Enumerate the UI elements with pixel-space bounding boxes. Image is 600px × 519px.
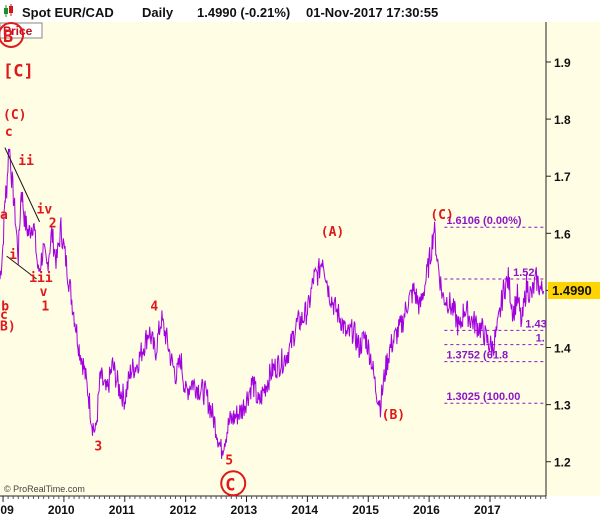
last-price-badge: 1.4990 <box>548 282 600 299</box>
wave-label: (C) <box>3 108 26 123</box>
plot-area <box>0 22 546 496</box>
x-tick-label: 2017 <box>474 503 501 517</box>
last-price-badge-text: 1.4990 <box>552 283 592 298</box>
chart-period: Daily <box>142 5 174 20</box>
instrument-name: Spot EUR/CAD <box>22 5 114 20</box>
wave-label: (C) <box>430 208 453 223</box>
x-axis-ticks: 2009 2010 2011 2012 2013 2014 2015 2016 2017 <box>0 496 547 517</box>
wave-label: c <box>5 125 13 140</box>
wave-label: B <box>3 27 13 47</box>
x-tick-label: 2009 <box>0 503 14 517</box>
x-tick-label: 2011 <box>109 503 135 517</box>
fib-level-label: 1.6106 (0.00%) <box>446 215 522 227</box>
wave-label: 2 <box>49 217 57 232</box>
wave-label: iii <box>29 271 53 286</box>
wave-label: ii <box>18 154 34 169</box>
wave-label: C <box>225 475 235 495</box>
wave-circle <box>220 470 247 497</box>
fibonacci-levels: 1.6106 (0.00%) 1.52 1.43 1. 1.3752 (61.8 1.30… <box>444 215 547 404</box>
y-tick-label: 1.9 <box>554 56 571 70</box>
fib-level-label: 1.3025 (100.00 <box>446 391 520 403</box>
chart-header: Spot EUR/CAD Daily 1.4990 (-0.21%) 01-No… <box>4 4 438 20</box>
wave-label: 1 <box>41 299 49 314</box>
wave-circle <box>0 21 25 48</box>
price-tab[interactable]: Price <box>0 22 43 39</box>
chart-datetime: 01-Nov-2017 17:30:55 <box>306 5 438 20</box>
last-price-change: 1.4990 (-0.21%) <box>197 5 290 20</box>
wave-label: a <box>0 208 8 223</box>
fib-level-label: 1.3752 (61.8 <box>446 350 508 362</box>
y-tick-label: 1.3 <box>554 399 571 413</box>
wave-label: v <box>40 285 48 300</box>
wave-label: c <box>0 308 8 323</box>
x-tick-label: 2015 <box>352 503 379 517</box>
wave-label: (A) <box>321 225 344 240</box>
last-price-badge-bg <box>548 282 600 299</box>
price-series <box>0 148 545 460</box>
y-tick-label: 1.4 <box>554 342 571 356</box>
x-tick-label: 2016 <box>413 503 440 517</box>
wave-label: B) <box>0 319 16 334</box>
x-tick-label: 2014 <box>291 503 318 517</box>
fib-level-label: 1.52 <box>513 267 534 279</box>
y-tick-label: 1.7 <box>554 170 571 184</box>
trendline <box>4 147 41 223</box>
wave-label: i <box>9 248 17 263</box>
price-line <box>0 148 545 460</box>
y-tick-label: 1.8 <box>554 113 571 127</box>
wave-label: (B) <box>382 408 405 423</box>
y-axis-area <box>546 22 600 496</box>
prorealtime-credit: © ProRealTime.com <box>4 484 85 494</box>
wave-label: b <box>1 299 9 314</box>
wave-label: 5 <box>225 454 233 469</box>
y-tick-label: 1.6 <box>554 227 571 241</box>
fib-level-label: 1.43 <box>525 318 546 330</box>
y-tick-label: 1.2 <box>554 456 571 470</box>
x-tick-label: 2013 <box>231 503 258 517</box>
fib-level-label: 1. <box>536 333 545 345</box>
trendlines <box>4 147 41 280</box>
wave-label: [C] <box>3 61 34 81</box>
trendline <box>6 255 37 280</box>
x-tick-label: 2010 <box>48 503 75 517</box>
wave-label: 3 <box>94 439 102 454</box>
wave-label: 4 <box>150 299 158 314</box>
price-tab-label: Price <box>3 24 33 38</box>
x-tick-label: 2012 <box>170 503 197 517</box>
wave-label: iv <box>37 202 53 217</box>
